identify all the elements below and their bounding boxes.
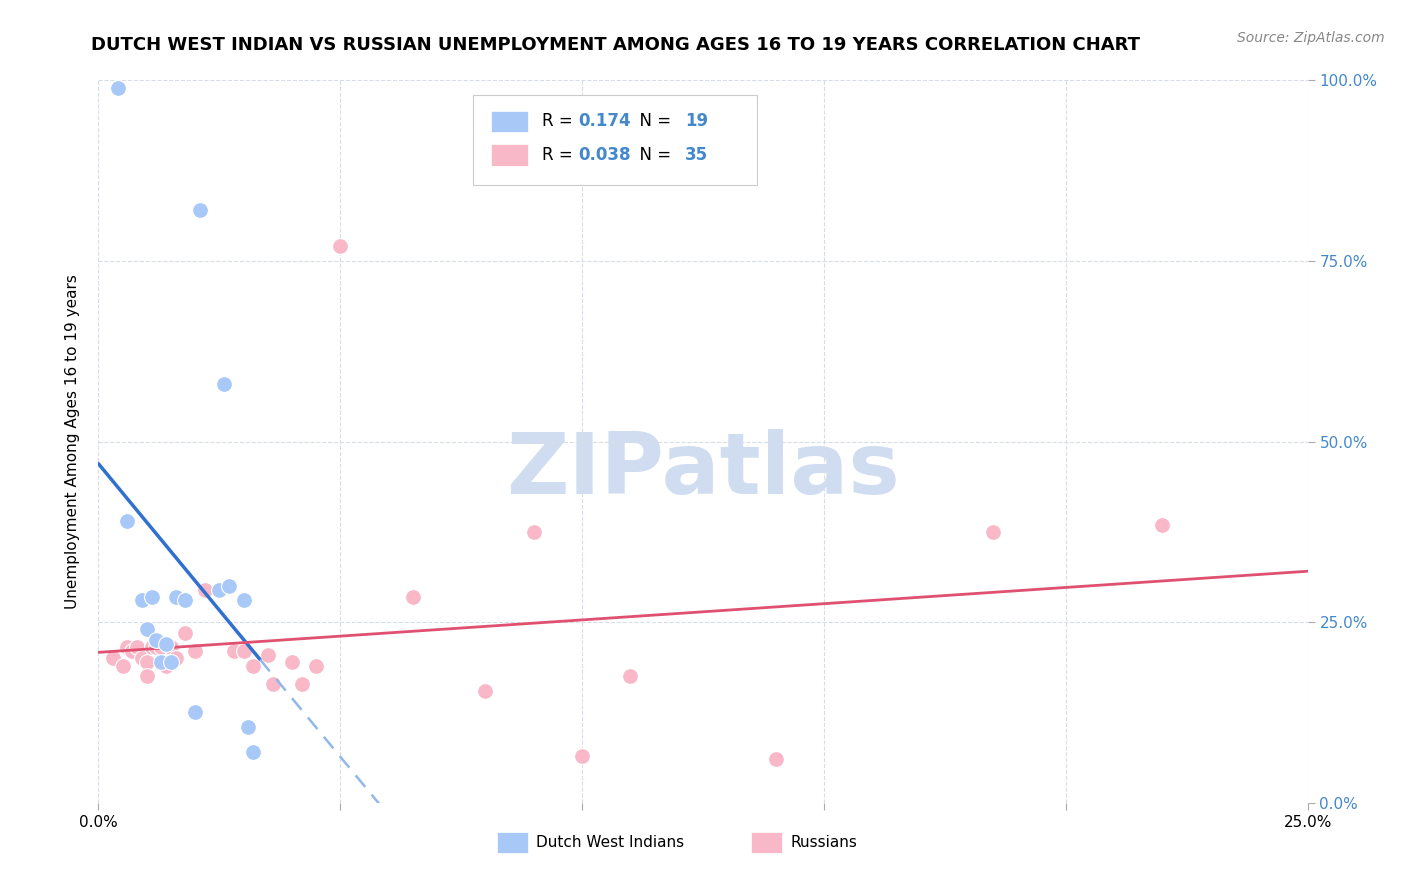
Point (145, 633, 167, 648)
Text: N =: N = (630, 112, 676, 130)
Point (218, 579, 240, 593)
Text: R =: R = (543, 112, 578, 130)
FancyBboxPatch shape (498, 831, 527, 854)
Point (619, 669, 641, 683)
Point (184, 644, 207, 658)
Point (765, 752, 787, 766)
Point (155, 658, 177, 673)
Point (188, 203, 211, 218)
Point (107, 80, 129, 95)
FancyBboxPatch shape (474, 95, 758, 185)
Point (290, 676, 312, 690)
Text: 19: 19 (685, 112, 709, 130)
Text: ZIPatlas: ZIPatlas (506, 429, 900, 512)
Point (160, 655, 183, 669)
Text: R =: R = (543, 145, 578, 164)
Point (127, 640, 149, 655)
Text: 0.174: 0.174 (578, 112, 631, 130)
Point (305, 658, 328, 673)
Point (174, 593, 197, 607)
Y-axis label: Unemployment Among Ages 16 to 19 years: Unemployment Among Ages 16 to 19 years (65, 274, 80, 609)
Point (101, 651, 124, 665)
Point (150, 655, 173, 669)
FancyBboxPatch shape (492, 144, 527, 166)
Point (160, 640, 183, 655)
Text: DUTCH WEST INDIAN VS RUSSIAN UNEMPLOYMENT AMONG AGES 16 TO 19 YEARS CORRELATION : DUTCH WEST INDIAN VS RUSSIAN UNEMPLOYMEN… (91, 36, 1140, 54)
Point (194, 582, 217, 597)
Point (131, 651, 153, 665)
Point (523, 524, 546, 539)
Point (121, 644, 143, 658)
Point (238, 720, 260, 734)
Text: 0.038: 0.038 (578, 145, 631, 164)
Point (329, 239, 352, 253)
Point (232, 644, 254, 658)
Point (135, 669, 157, 683)
Point (165, 590, 187, 604)
Point (131, 593, 153, 607)
Point (212, 376, 235, 391)
Point (281, 655, 304, 669)
Point (571, 748, 593, 763)
Point (474, 683, 496, 698)
Point (111, 658, 134, 673)
Point (222, 644, 245, 658)
Text: N =: N = (630, 145, 676, 164)
Point (150, 640, 173, 655)
Point (256, 648, 278, 662)
Point (174, 626, 197, 640)
Point (117, 640, 139, 655)
Text: 35: 35 (685, 145, 709, 164)
Point (1152, 517, 1174, 532)
Point (208, 582, 231, 597)
Point (135, 655, 157, 669)
Text: Dutch West Indians: Dutch West Indians (536, 835, 685, 850)
Point (165, 651, 187, 665)
Point (155, 637, 177, 651)
Point (402, 590, 425, 604)
Point (160, 640, 183, 655)
FancyBboxPatch shape (751, 831, 782, 854)
Point (145, 640, 167, 655)
Point (141, 640, 163, 655)
Point (232, 593, 254, 607)
Text: Russians: Russians (790, 835, 856, 850)
Point (135, 623, 157, 637)
Point (242, 658, 264, 673)
Point (184, 706, 207, 720)
Point (117, 514, 139, 528)
FancyBboxPatch shape (492, 111, 527, 132)
Point (262, 676, 284, 690)
Point (141, 590, 163, 604)
Point (981, 524, 1004, 539)
Text: Source: ZipAtlas.com: Source: ZipAtlas.com (1237, 31, 1385, 45)
Point (242, 745, 264, 759)
